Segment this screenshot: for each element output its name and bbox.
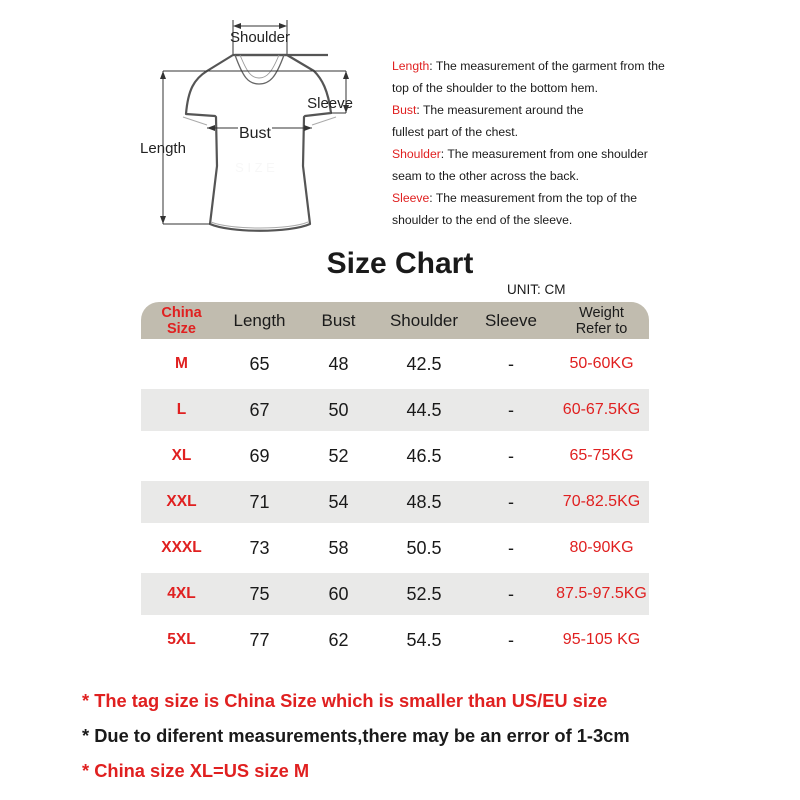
svg-text:S I Z E: S I Z E bbox=[235, 160, 275, 175]
svg-text:Shoulder: Shoulder bbox=[230, 29, 290, 46]
svg-text:Bust: Bust bbox=[239, 125, 272, 142]
